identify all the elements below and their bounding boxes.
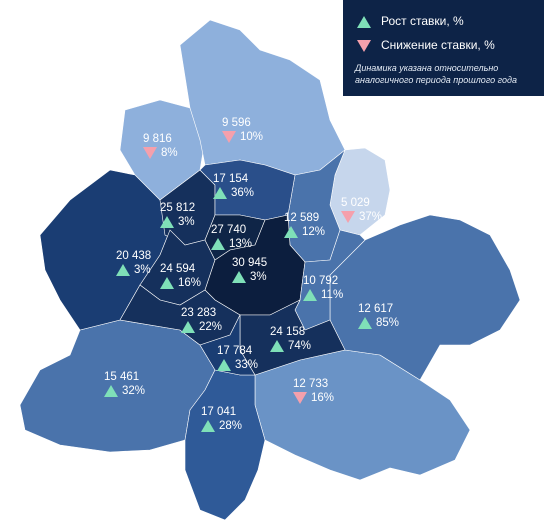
region-south-west-inner xyxy=(119,284,241,346)
region-label-center-north: 27 740 13% xyxy=(211,223,252,251)
region-label-north: 9 596 10% xyxy=(222,116,263,144)
region-label-center: 30 945 3% xyxy=(232,256,267,284)
region-change: 37% xyxy=(359,211,383,223)
region-label-south-inner: 17 784 33% xyxy=(217,344,258,372)
region-change: 33% xyxy=(235,359,259,371)
triangle-up-icon xyxy=(357,15,371,28)
region-value: 17 154 xyxy=(213,173,249,185)
triangle-up-icon xyxy=(116,263,130,276)
triangle-up-icon xyxy=(358,316,372,329)
region-value: 9 596 xyxy=(222,117,251,129)
region-change: 36% xyxy=(231,187,255,199)
triangle-up-icon xyxy=(284,225,298,238)
region-change: 13% xyxy=(229,238,253,250)
region-value: 17 041 xyxy=(201,406,237,418)
region-south-east-outer xyxy=(254,349,471,481)
region-change: 11% xyxy=(321,289,344,301)
triangle-down-icon xyxy=(357,39,371,52)
region-value: 23 283 xyxy=(181,307,217,319)
region-change: 3% xyxy=(250,271,267,283)
region-change: 10% xyxy=(240,131,264,143)
region-label-south-east-outer: 12 733 16% xyxy=(293,377,334,405)
region-change: 85% xyxy=(376,317,400,329)
region-change: 3% xyxy=(178,216,195,228)
region-label-south-west-inner: 23 283 22% xyxy=(181,306,222,334)
region-label-south-west-outer: 15 461 32% xyxy=(104,370,145,398)
triangle-down-icon xyxy=(293,391,307,404)
legend-note: Динамика указана относительно аналогично… xyxy=(355,63,517,85)
triangle-up-icon xyxy=(160,215,174,228)
region-value: 12 589 xyxy=(284,212,320,224)
region-label-north-west: 9 816 8% xyxy=(143,132,178,160)
triangle-up-icon xyxy=(201,419,215,432)
region-change: 28% xyxy=(219,420,243,432)
region-label-north-east-inner: 12 589 12% xyxy=(284,211,325,239)
region-value: 24 594 xyxy=(160,263,196,275)
region-label-west-outer: 20 438 3% xyxy=(116,249,151,277)
triangle-up-icon xyxy=(211,237,225,250)
triangle-up-icon xyxy=(181,320,195,333)
region-label-inner-north-west: 25 812 3% xyxy=(160,201,195,229)
region-label-north-east-outer: 5 029 37% xyxy=(341,196,382,224)
region-label-east-outer: 12 617 85% xyxy=(358,302,399,330)
region-label-west-inner: 24 594 16% xyxy=(160,262,201,290)
region-value: 17 784 xyxy=(217,345,253,357)
region-change: 32% xyxy=(122,385,146,397)
region-change: 16% xyxy=(311,392,335,404)
region-value: 15 461 xyxy=(104,371,140,383)
region-value: 27 740 xyxy=(211,224,247,236)
region-east-outer xyxy=(329,214,521,381)
region-value: 30 945 xyxy=(232,257,268,269)
triangle-down-icon xyxy=(341,210,355,223)
region-change: 22% xyxy=(199,321,223,333)
region-change: 16% xyxy=(178,277,202,289)
triangle-up-icon xyxy=(160,276,174,289)
region-north xyxy=(179,19,346,176)
region-change: 12% xyxy=(302,226,326,238)
region-value: 5 029 xyxy=(341,197,370,209)
region-label-inner-north: 17 154 36% xyxy=(213,172,254,200)
triangle-up-icon xyxy=(104,384,118,397)
triangle-up-icon xyxy=(232,270,246,283)
region-value: 9 816 xyxy=(143,133,172,145)
region-value: 10 792 xyxy=(303,275,339,287)
region-value: 12 733 xyxy=(293,378,329,390)
legend-up-row: Рост ставки, % xyxy=(357,14,464,28)
triangle-up-icon xyxy=(217,358,231,371)
region-value: 24 158 xyxy=(270,326,306,338)
region-change: 3% xyxy=(134,264,151,276)
region-value: 12 617 xyxy=(358,303,394,315)
region-change: 8% xyxy=(161,147,178,159)
region-value: 20 438 xyxy=(116,250,152,262)
region-label-east-inner: 10 792 11% xyxy=(303,274,343,302)
region-label-south-outer: 17 041 28% xyxy=(201,405,242,433)
legend-down-row: Снижение ставки, % xyxy=(357,38,495,52)
triangle-down-icon xyxy=(222,130,236,143)
region-label-south-east-inner: 24 158 74% xyxy=(270,325,311,353)
region-change: 74% xyxy=(288,340,312,352)
legend-up-label: Рост ставки, % xyxy=(381,14,464,28)
legend-down-label: Снижение ставки, % xyxy=(381,38,495,52)
region-value: 25 812 xyxy=(160,202,196,214)
triangle-up-icon xyxy=(270,339,284,352)
legend-box: Рост ставки, % Снижение ставки, % Динами… xyxy=(343,0,544,96)
triangle-up-icon xyxy=(213,186,227,199)
triangle-up-icon xyxy=(303,288,317,301)
triangle-down-icon xyxy=(143,146,157,159)
